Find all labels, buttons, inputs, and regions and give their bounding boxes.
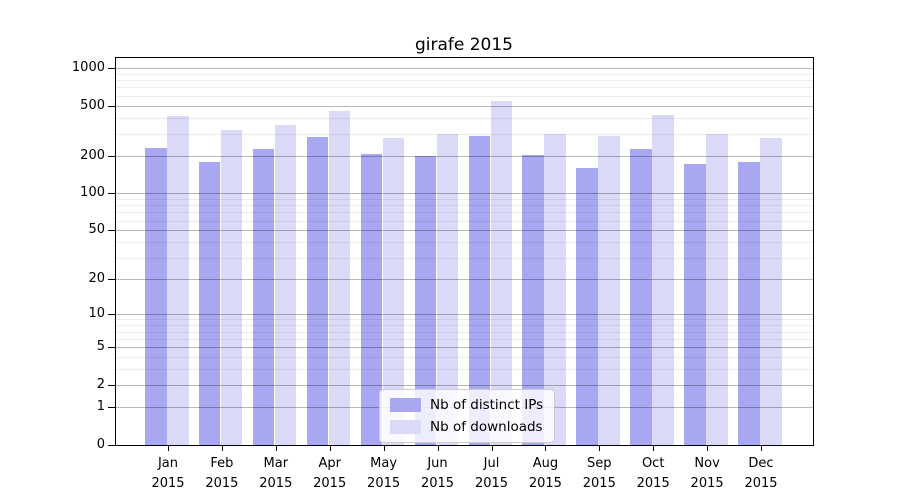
chart-title: girafe 2015	[414, 35, 514, 55]
bar-downloads-jun	[436, 133, 458, 445]
y-axis-tick-label: 20	[88, 270, 105, 286]
x-axis-tick-label: Apr 2015	[313, 456, 347, 491]
x-axis-tick-mark	[437, 446, 439, 451]
y-axis-tick-label: 0	[96, 437, 105, 453]
y-axis-tick-label: 10	[88, 306, 105, 322]
bar-distinct-ips-may	[360, 154, 383, 445]
x-axis-tick-mark	[383, 446, 385, 451]
y-axis-tick-mark	[108, 407, 115, 409]
x-axis-tick-label: May 2015	[367, 456, 401, 491]
bar-downloads-oct	[652, 115, 674, 445]
bar-distinct-ips-jan	[145, 147, 167, 445]
bar-downloads-apr	[328, 111, 351, 445]
bar-distinct-ips-apr	[306, 137, 329, 445]
x-axis-tick-label: Mar 2015	[259, 456, 293, 491]
x-axis-tick-mark	[599, 446, 601, 451]
bar-downloads-aug	[544, 133, 566, 445]
bar-downloads-jan	[167, 116, 189, 445]
bar-distinct-ips-mar	[252, 148, 275, 445]
bar-downloads-nov	[706, 134, 728, 445]
y-axis-tick-mark	[108, 193, 115, 195]
bar-downloads-mar	[274, 125, 297, 445]
x-axis-tick-label: Oct 2015	[636, 456, 670, 491]
x-axis-tick-mark	[329, 446, 331, 451]
legend-item-distinct-ips: Nb of distinct IPs	[390, 397, 543, 413]
bar-distinct-ips-feb	[198, 161, 221, 445]
x-axis-tick-mark	[545, 446, 547, 451]
bar-distinct-ips-jun	[414, 156, 436, 445]
y-axis-tick-mark	[108, 347, 115, 349]
legend-item-downloads: Nb of downloads	[390, 419, 543, 435]
bar-downloads-dec	[760, 137, 782, 445]
bar-downloads-feb	[220, 129, 243, 445]
x-axis-tick-mark	[761, 446, 762, 451]
y-axis-tick-label: 2	[96, 377, 105, 393]
y-axis-tick-label: 50	[88, 222, 105, 238]
x-axis-tick-mark	[221, 446, 223, 451]
bar-distinct-ips-dec	[738, 161, 760, 445]
legend: Nb of distinct IPs Nb of downloads	[379, 389, 556, 443]
y-axis-tick-label: 100	[80, 185, 105, 201]
x-axis-tick-label: Jul 2015	[474, 456, 509, 491]
bar-distinct-ips-oct	[630, 148, 652, 445]
x-axis-tick-mark	[168, 446, 169, 451]
x-axis-tick-label: Nov 2015	[690, 456, 724, 491]
y-axis-tick-mark	[108, 314, 115, 316]
x-axis-tick-label: Aug 2015	[528, 456, 562, 491]
y-axis-tick-mark	[108, 105, 115, 107]
x-axis-tick-label: Jan 2015	[151, 456, 185, 491]
legend-label-downloads: Nb of downloads	[430, 419, 543, 435]
bar-distinct-ips-nov	[684, 164, 706, 445]
y-axis-tick-label: 1	[96, 399, 105, 415]
y-axis-tick-mark	[108, 155, 115, 157]
y-axis-tick-mark	[108, 67, 115, 69]
y-axis-tick-mark	[108, 278, 115, 280]
x-axis-tick-label: Dec 2015	[744, 456, 778, 491]
y-axis-tick-label: 500	[80, 97, 105, 113]
bar-distinct-ips-sep	[576, 167, 598, 445]
bar-downloads-may	[382, 137, 405, 445]
x-axis-tick-label: Sep 2015	[582, 456, 616, 491]
y-axis-tick-label: 200	[80, 147, 105, 163]
legend-label-distinct-ips: Nb of distinct IPs	[430, 397, 544, 413]
bars	[116, 58, 813, 445]
y-axis-tick-mark	[108, 230, 115, 232]
bar-distinct-ips-aug	[522, 154, 544, 445]
y-axis-tick-label: 1000	[71, 60, 105, 76]
x-axis-tick-mark	[653, 446, 655, 451]
x-axis-tick-mark	[491, 446, 493, 451]
legend-swatch-distinct-ips	[390, 398, 421, 412]
bar-downloads-jul	[490, 101, 512, 445]
plot-area: 0 1 2 5 10 20 50 100 200 500 1000 Jan 2015 Feb 2015 Ma…	[72, 57, 814, 491]
bar-distinct-ips-jul	[468, 136, 490, 445]
x-axis-tick-label: Jun 2015	[420, 456, 455, 491]
x-axis-tick-mark	[707, 446, 709, 451]
y-axis-tick-label: 5	[96, 339, 105, 355]
y-axis-tick-mark	[108, 445, 115, 446]
legend-swatch-downloads	[390, 420, 421, 434]
y-axis-tick-mark	[108, 385, 115, 386]
bar-downloads-sep	[598, 136, 620, 445]
x-axis-tick-label: Feb 2015	[205, 456, 239, 491]
x-axis-tick-mark	[275, 446, 277, 451]
